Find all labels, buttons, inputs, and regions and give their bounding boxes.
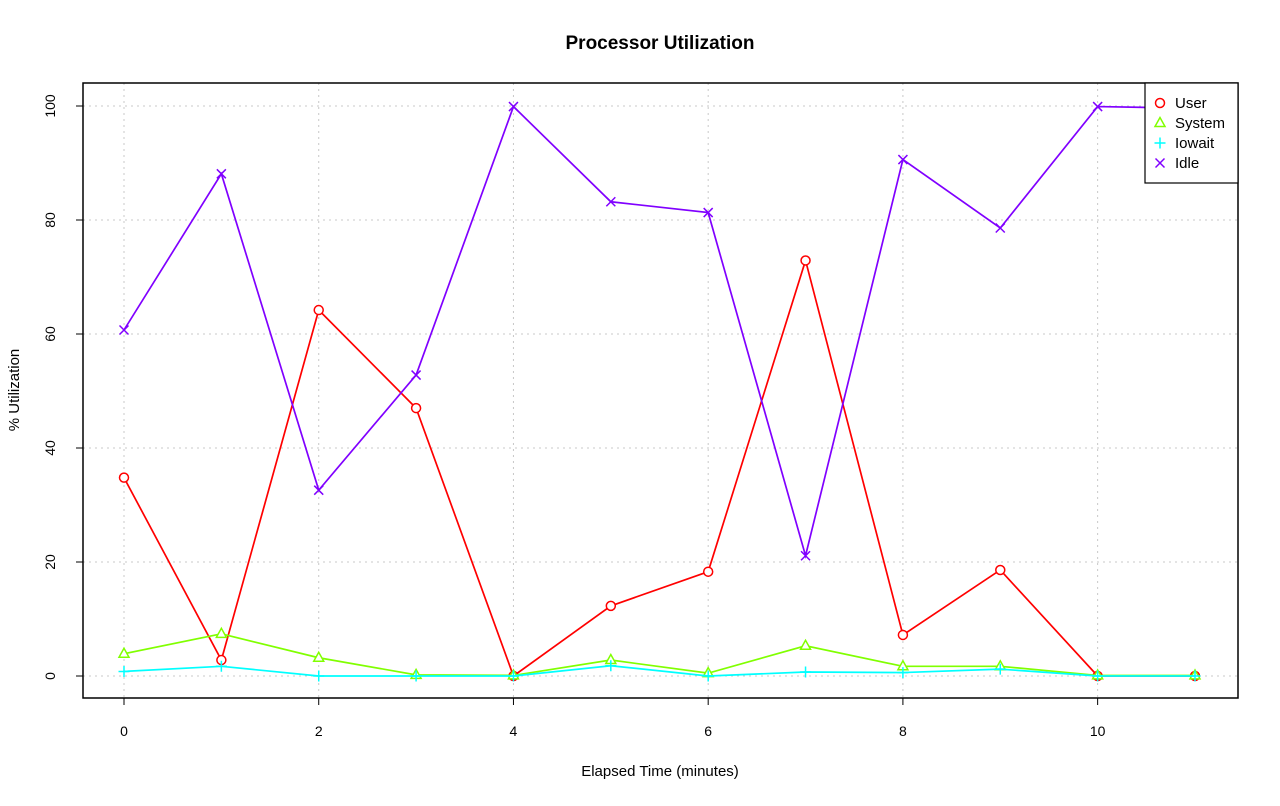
data-point-idle (1092, 101, 1103, 112)
x-tick-label: 2 (315, 723, 323, 739)
data-point-iowait (507, 670, 519, 682)
x-tick-label: 8 (899, 723, 907, 739)
legend-marker-user (1154, 97, 1166, 109)
data-point-idle (800, 550, 811, 561)
y-tick-label: 0 (42, 672, 58, 680)
x-tick-label: 10 (1090, 723, 1106, 739)
data-point-iowait (118, 665, 130, 677)
data-point-system (312, 650, 326, 663)
data-point-idle (216, 168, 227, 179)
series-line-iowait (123, 664, 1195, 677)
legend-marker-iowait (1154, 137, 1166, 149)
series-iowait (118, 660, 1201, 682)
data-point-iowait (215, 660, 227, 672)
data-point-system (117, 646, 131, 659)
data-point-iowait (1092, 670, 1104, 682)
data-point-user (410, 402, 422, 414)
data-point-idle (313, 485, 324, 496)
grid (83, 83, 1238, 698)
data-point-user (800, 255, 811, 266)
data-point-user (118, 472, 130, 483)
data-point-iowait (897, 667, 909, 679)
data-point-user (702, 566, 714, 577)
data-point-idle (897, 154, 908, 165)
legend-label-user: User (1175, 95, 1207, 112)
data-point-idle (411, 370, 422, 381)
y-tick-label: 20 (42, 554, 58, 570)
data-point-iowait (1189, 670, 1201, 682)
data-point-idle (118, 324, 130, 336)
data-point-user (313, 304, 324, 316)
chart-title: Processor Utilization (566, 33, 755, 54)
plot-border (82, 82, 1239, 699)
y-tick-label: 40 (42, 440, 58, 456)
legend-marker-system (1153, 115, 1167, 128)
series-group (117, 101, 1202, 682)
data-point-iowait (702, 670, 714, 682)
data-point-system (799, 638, 812, 651)
x-tick-label: 6 (704, 723, 712, 739)
x-axis-label: Elapsed Time (minutes) (581, 763, 739, 780)
data-point-idle (605, 196, 616, 207)
data-point-idle (995, 222, 1006, 234)
y-tick-label: 80 (42, 212, 58, 228)
data-point-iowait (994, 663, 1006, 675)
y-axis-label: % Utilization (6, 349, 23, 432)
y-tick-label: 100 (42, 94, 58, 118)
series-line-user (123, 257, 1195, 678)
series-idle (118, 101, 1201, 561)
data-point-iowait (800, 666, 812, 678)
data-point-idle (703, 207, 714, 218)
x-tick-label: 4 (510, 723, 518, 739)
data-point-user (995, 564, 1006, 576)
data-point-user (605, 600, 617, 612)
legend: User System Iowait Idle (1144, 82, 1239, 184)
legend-marker-idle (1154, 157, 1166, 169)
series-line-system (123, 632, 1195, 677)
series-line-idle (123, 105, 1196, 560)
legend-label-system: System (1175, 115, 1225, 132)
series-user (118, 255, 1201, 682)
data-point-iowait (313, 670, 325, 682)
data-point-system (215, 626, 228, 639)
data-point-iowait (410, 670, 422, 682)
y-tick-label: 60 (42, 326, 58, 342)
legend-label-iowait: Iowait (1175, 135, 1215, 152)
data-point-user (897, 629, 909, 641)
data-point-iowait (605, 660, 617, 672)
data-point-idle (508, 101, 519, 112)
legend-label-idle: Idle (1175, 155, 1199, 172)
x-tick-label: 0 (120, 723, 128, 739)
